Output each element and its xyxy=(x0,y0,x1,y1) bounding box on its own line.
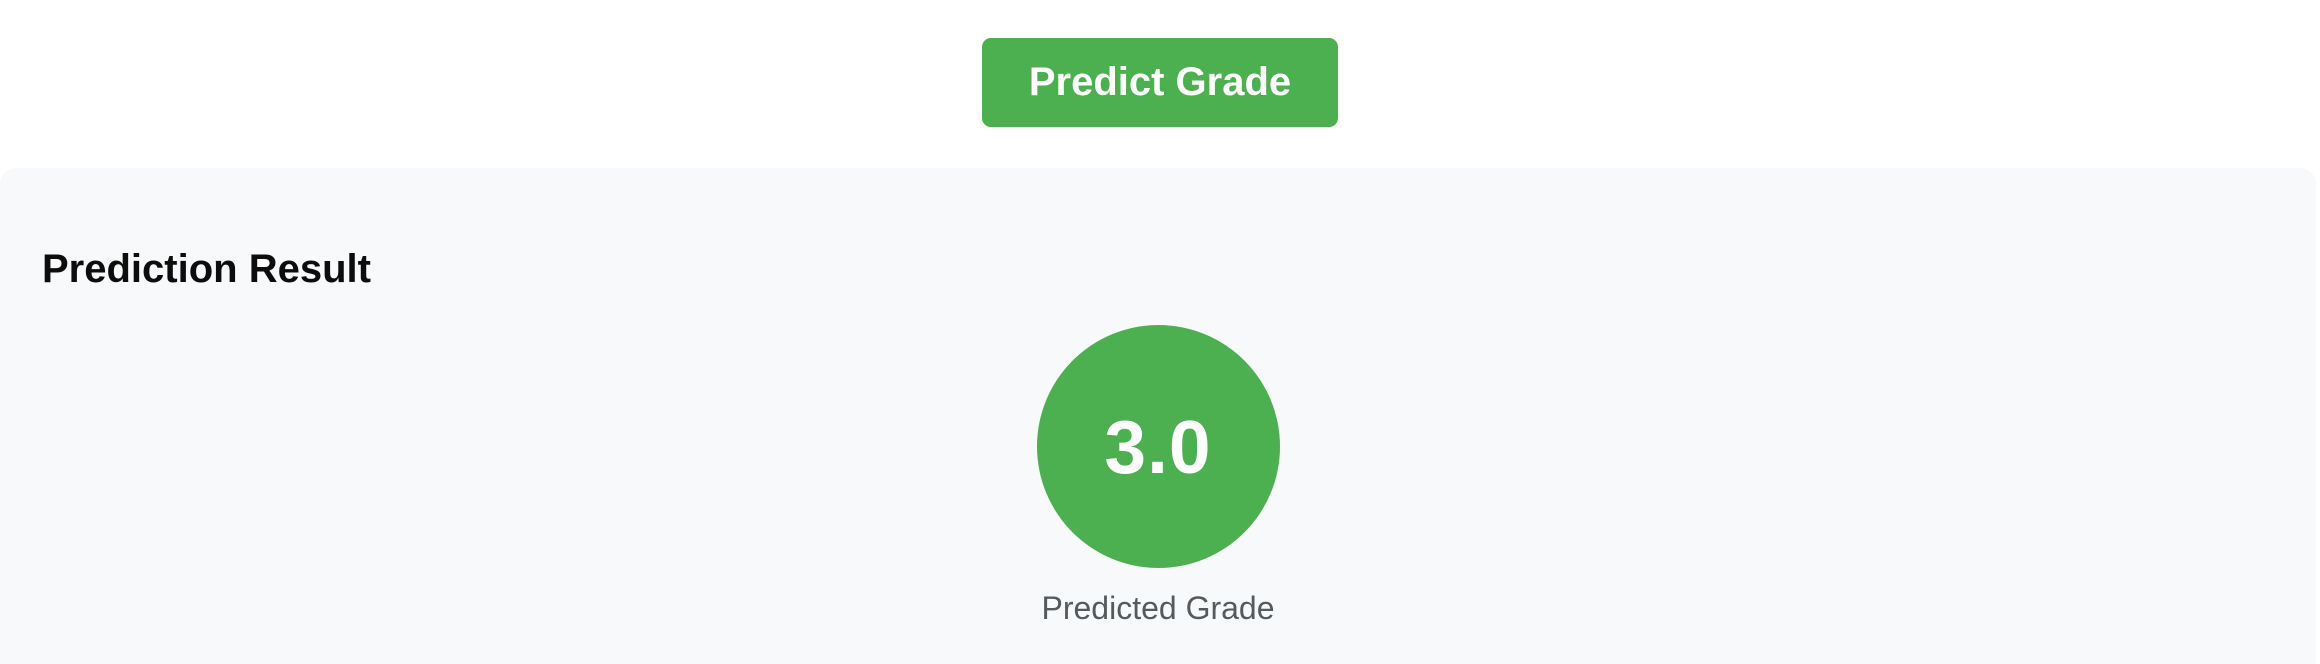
predict-grade-button[interactable]: Predict Grade xyxy=(982,38,1338,127)
grade-circle: 3.0 xyxy=(1036,325,1280,568)
result-content: 3.0 Predicted Grade xyxy=(42,292,2274,627)
grade-value: 3.0 xyxy=(1104,404,1212,489)
panel-title: Prediction Result xyxy=(42,247,371,291)
prediction-result-panel: Prediction Result 3.0 Predicted Grade xyxy=(0,168,2316,664)
header-area: Predict Grade xyxy=(0,0,2320,168)
grade-label: Predicted Grade xyxy=(1041,590,1275,626)
